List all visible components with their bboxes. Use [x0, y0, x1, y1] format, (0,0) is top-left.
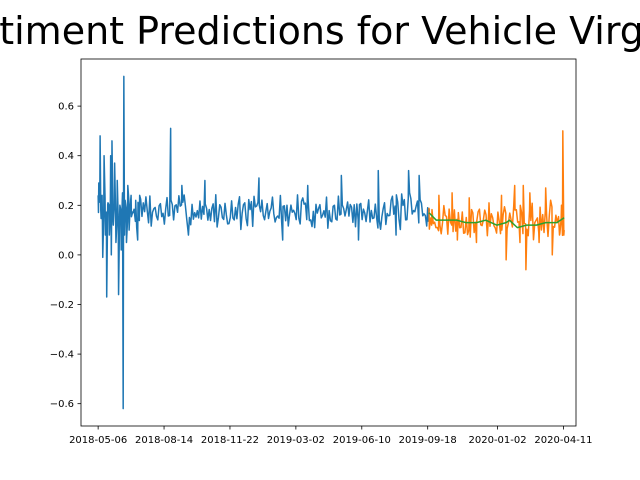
x-axis: 2018-05-06 2018-08-14 2018-11-22 2019-03-02… — [69, 426, 593, 446]
y-tick-label: −0.6 — [50, 399, 74, 410]
axes-frame — [80, 58, 577, 427]
y-tick-label: 0.4 — [58, 151, 74, 162]
x-tick-label: 2018-05-06 — [69, 435, 127, 446]
y-tick-label: 0.0 — [58, 250, 74, 261]
y-tick-label: −0.2 — [50, 300, 74, 311]
y-tick-label: 0.6 — [58, 102, 74, 113]
x-tick-label: 2020-01-02 — [469, 435, 527, 446]
plot-area: −0.6−0.4−0.20.00.20.40.6 2018-05-06 2018-… — [50, 58, 593, 446]
series-line-1 — [428, 130, 565, 271]
y-tick-label: −0.4 — [50, 350, 74, 361]
series-line-2 — [428, 212, 565, 229]
chart-title: Sentiment Predictions for Vehicle Virgin… — [0, 9, 640, 53]
x-tick-label: 2019-06-10 — [333, 435, 391, 446]
series-line-0 — [97, 75, 431, 410]
x-tick-label: 2020-04-11 — [534, 435, 592, 446]
x-tick-label: 2018-11-22 — [201, 435, 259, 446]
series-layer — [97, 75, 565, 410]
y-tick-label: 0.2 — [58, 201, 74, 212]
x-tick-label: 2019-09-18 — [399, 435, 457, 446]
x-tick-label: 2019-03-02 — [267, 435, 325, 446]
x-tick-label: 2018-08-14 — [135, 435, 193, 446]
y-axis: −0.6 −0.4 −0.2 0.0 0.2 0.4 0.6 — [50, 102, 81, 410]
